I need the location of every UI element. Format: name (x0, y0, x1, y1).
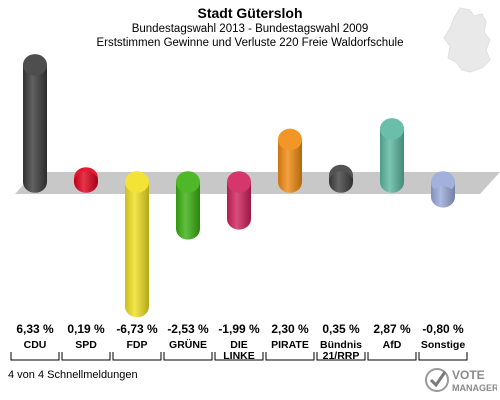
value-label: -2,53 % (167, 322, 209, 336)
category-label: Sonstige (421, 339, 465, 351)
chart-subtitle: Bundestagswahl 2013 - Bundestagswahl 200… (131, 23, 369, 35)
bar-cap-bottom (278, 171, 302, 193)
bar-group (227, 171, 251, 230)
value-label: 6,33 % (16, 322, 54, 336)
votemanager-logo: VOTE MANAGER (425, 368, 497, 393)
category-label: GRÜNE (169, 338, 207, 351)
category-bracket (163, 352, 213, 361)
bar-cap-bottom (23, 171, 47, 193)
category-bracket (418, 352, 468, 361)
category-label: PIRATE (271, 339, 309, 351)
bar-cap-bottom (329, 171, 353, 193)
bar-cap-top (23, 54, 47, 76)
value-label: -0,80 % (422, 322, 464, 336)
bar-cap-top (227, 171, 251, 193)
category-label: Bündnis (320, 339, 362, 351)
bar-cap-bottom (431, 186, 455, 208)
bar-cap-bottom (176, 218, 200, 240)
category-bracket (10, 352, 60, 361)
category-bracket (367, 352, 417, 361)
bar-cap-top (278, 128, 302, 151)
plot-area: 6,33 % 0,19 % -6,73 % -2,53 % -1,99 % 2,30 % 0… (10, 54, 500, 362)
category-bracket (61, 352, 111, 361)
category-label: FDP (127, 339, 148, 351)
bar-cap-bottom (74, 171, 98, 193)
value-label: -6,73 % (116, 322, 158, 336)
bar-group (278, 128, 302, 193)
bar-cap-top (125, 171, 149, 193)
bar-group (380, 118, 404, 193)
bar-group (329, 164, 353, 193)
bar-group (125, 171, 149, 318)
title-block: Stadt Gütersloh Bundestagswahl 2013 - Bu… (0, 0, 500, 50)
category-label: LINKE (223, 350, 255, 362)
category-label: AfD (383, 339, 402, 351)
bar-group (176, 171, 200, 240)
category-label: CDU (24, 339, 47, 351)
bar-group (74, 167, 98, 193)
bar-cap-top (380, 118, 404, 140)
category-bracket (316, 352, 366, 361)
logo-text-1: VOTE (452, 368, 485, 382)
footer-text: 4 von 4 Schnellmeldungen (8, 369, 138, 381)
chart-title: Stadt Gütersloh (197, 5, 303, 21)
value-label: -1,99 % (218, 322, 260, 336)
chart-subtitle-2: Erststimmen Gewinne und Verluste 220 Fre… (96, 37, 404, 49)
bar-group (23, 54, 47, 193)
category-bracket (265, 352, 315, 361)
bar-cap-top (176, 171, 200, 193)
category-bracket (112, 352, 162, 361)
bar-cap-top (431, 171, 455, 193)
bar-cap-bottom (227, 208, 251, 230)
value-label: 2,30 % (271, 322, 309, 336)
category-label: 21/RRP (323, 350, 360, 362)
germany-map-icon (443, 7, 491, 73)
value-label: 2,87 % (373, 322, 411, 336)
category-label: SPD (75, 339, 97, 351)
bar (125, 182, 149, 307)
category-label: DIE (230, 339, 248, 351)
bar (23, 64, 47, 182)
value-label: 0,19 % (67, 322, 105, 336)
value-label: 0,35 % (322, 322, 360, 336)
category-bracket (214, 352, 264, 361)
bar-group (431, 171, 455, 208)
bar-cap-bottom (380, 171, 404, 193)
logo-text-2: MANAGER (452, 383, 497, 393)
bar-cap-bottom (125, 295, 149, 318)
